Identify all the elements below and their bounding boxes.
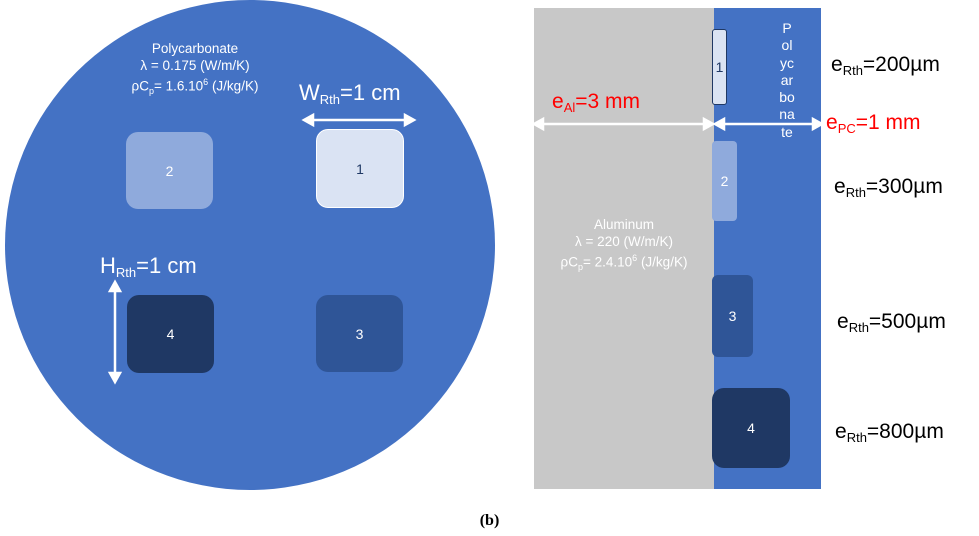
section-square-4: 4 [712, 388, 790, 468]
resistance-square-2: 2 [126, 132, 213, 209]
sample-disk [5, 0, 495, 490]
rhocp-line: ρCp= 1.6.106 (J/kg/K) [131, 77, 259, 97]
rth-thickness-label-1: eRth=200µm [831, 53, 940, 78]
resistance-square-3: 3 [316, 295, 403, 372]
al-material-title: Aluminum [593, 217, 655, 232]
al-thickness-label: eAl=3 mm [552, 90, 641, 115]
rth-thickness-label-2: eRth=300µm [834, 175, 943, 200]
al-arrow-head-left [531, 116, 545, 132]
width-arrow-head-left [301, 112, 315, 128]
al-rhocp-line: ρCp= 2.4.106 (J/kg/K) [560, 253, 688, 273]
al-arrow-head-right [702, 116, 716, 132]
pc-thickness-label: ePC=1 mm [826, 111, 921, 136]
rth-thickness-label-4: eRth=800µm [835, 420, 944, 445]
section-square-2: 2 [712, 141, 737, 221]
section-square-3: 3 [712, 275, 753, 357]
pc-arrow-head-left [712, 116, 726, 132]
section-square-1: 1 [712, 29, 727, 105]
lambda-line: λ = 0.175 (W/m/K) [140, 58, 250, 73]
material-title: Polycarbonate [151, 41, 239, 56]
pc-arrow-head-right [811, 116, 825, 132]
rth-thickness-label-3: eRth=500µm [837, 310, 946, 335]
width-arrow-head-right [403, 112, 417, 128]
resistance-square-1: 1 [316, 129, 404, 208]
aluminum-layer [534, 8, 714, 489]
height-arrow-head-top [107, 279, 123, 293]
polycarbonate-vertical-label: Polycarbonate [779, 20, 795, 140]
material-properties-polycarbonate: Polycarbonate λ = 0.175 (W/m/K) ρCp= 1.6… [130, 40, 260, 100]
resistance-square-4: 4 [127, 295, 214, 373]
figure-caption: (b) [479, 512, 500, 529]
width-label: WRth=1 cm [299, 80, 401, 107]
height-arrow-head-bottom [107, 371, 123, 385]
al-lambda-line: λ = 220 (W/m/K) [575, 234, 673, 249]
material-properties-aluminum: Aluminum λ = 220 (W/m/K) ρCp= 2.4.106 (J… [534, 216, 714, 276]
height-label: HRth=1 cm [100, 253, 197, 280]
